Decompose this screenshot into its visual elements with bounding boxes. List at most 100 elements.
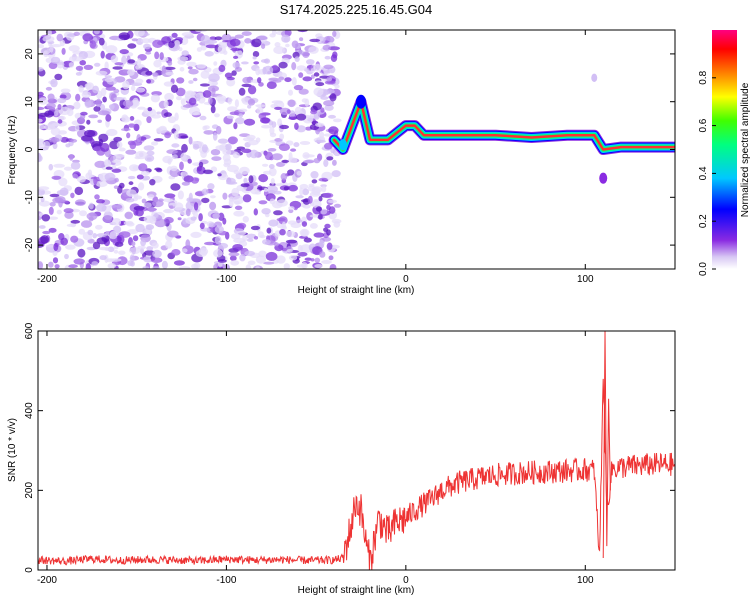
noise-blob <box>38 124 46 130</box>
noise-blob <box>276 217 286 222</box>
noise-blob <box>78 228 86 235</box>
noise-blob <box>242 194 252 203</box>
noise-blob <box>211 87 216 96</box>
noise-blob <box>217 259 227 263</box>
noise-blob <box>328 255 334 261</box>
spectrogram-y-label: Frequency (Hz) <box>7 116 18 185</box>
noise-blob <box>177 190 184 200</box>
noise-blob <box>190 177 199 184</box>
noise-blob <box>73 101 81 110</box>
noise-blob <box>173 130 179 140</box>
noise-blob <box>234 205 243 210</box>
noise-blob <box>60 88 71 94</box>
noise-blob <box>38 112 50 117</box>
noise-blob <box>162 155 173 164</box>
noise-blob <box>66 108 74 117</box>
noise-blob <box>131 38 138 42</box>
noise-blob <box>70 161 81 170</box>
noise-blob <box>75 93 81 102</box>
noise-blob <box>230 47 242 51</box>
noise-blob <box>161 36 172 45</box>
noise-blob <box>296 65 307 71</box>
noise-blob <box>276 255 286 264</box>
noise-blob <box>135 64 143 70</box>
noise-blob <box>205 44 218 49</box>
noise-blob <box>156 168 163 173</box>
noise-blob <box>95 70 108 76</box>
noise-blob <box>198 213 203 222</box>
noise-blob <box>113 136 123 142</box>
noise-blob <box>214 113 220 118</box>
noise-blob <box>109 258 122 262</box>
noise-blob <box>273 210 283 216</box>
noise-blob <box>143 43 151 50</box>
noise-blob <box>299 37 304 42</box>
x-tick-label: -200 <box>37 575 57 586</box>
noise-blob <box>77 248 86 258</box>
noise-blob <box>323 159 329 168</box>
noise-blob <box>262 163 269 167</box>
noise-blob <box>326 204 331 211</box>
noise-blob <box>318 177 328 182</box>
noise-blob <box>169 205 174 209</box>
noise-blob <box>163 81 174 87</box>
colorbar-tick-label: 0.0 <box>698 262 709 276</box>
noise-blob <box>195 94 201 102</box>
noise-blob <box>309 214 320 218</box>
noise-blob <box>326 242 333 250</box>
noise-blob <box>88 114 99 119</box>
noise-blob <box>127 59 136 64</box>
noise-blob <box>253 236 259 240</box>
noise-blob <box>229 38 241 47</box>
y-tick-label: 400 <box>24 402 35 419</box>
ridge-feature <box>599 172 608 184</box>
colorbar-tick-label: 0.2 <box>698 214 709 228</box>
noise-blob <box>75 65 84 71</box>
noise-blob <box>203 130 214 135</box>
noise-blob <box>261 43 266 49</box>
noise-blob <box>271 153 283 161</box>
noise-blob <box>274 42 281 48</box>
noise-blob <box>295 195 304 199</box>
noise-blob <box>308 46 319 54</box>
noise-blob <box>38 186 50 191</box>
noise-blob <box>236 230 246 236</box>
noise-blob <box>112 66 123 70</box>
noise-blob <box>302 160 315 164</box>
noise-blob <box>312 102 322 111</box>
noise-blob <box>182 104 194 108</box>
noise-blob <box>38 261 44 269</box>
noise-blob <box>110 55 119 63</box>
noise-blob <box>201 188 209 195</box>
noise-blob <box>329 93 337 102</box>
noise-blob <box>164 92 175 102</box>
noise-blob <box>321 260 332 264</box>
noise-blob <box>332 159 337 166</box>
noise-blob <box>200 70 210 79</box>
noise-blob <box>136 134 141 143</box>
noise-blob <box>50 127 61 136</box>
noise-blob <box>56 33 64 42</box>
noise-blob <box>100 87 107 97</box>
noise-blob <box>288 255 298 261</box>
noise-blob <box>231 70 237 76</box>
noise-blob <box>256 106 264 115</box>
noise-blob <box>170 165 178 172</box>
noise-blob <box>129 247 141 255</box>
noise-blob <box>333 118 342 123</box>
noise-blob <box>138 182 145 191</box>
noise-blob <box>333 203 342 208</box>
noise-blob <box>145 70 153 76</box>
noise-blob <box>273 46 285 55</box>
noise-blob <box>163 99 169 108</box>
ridge-feature <box>591 73 598 83</box>
noise-blob <box>146 246 154 251</box>
noise-blob <box>301 262 308 269</box>
noise-blob <box>246 233 257 239</box>
noise-blob <box>42 230 51 235</box>
noise-blob <box>104 172 116 181</box>
noise-blob <box>232 61 241 69</box>
noise-blob <box>73 31 80 36</box>
noise-blob <box>241 31 252 36</box>
noise-blob <box>226 181 238 185</box>
